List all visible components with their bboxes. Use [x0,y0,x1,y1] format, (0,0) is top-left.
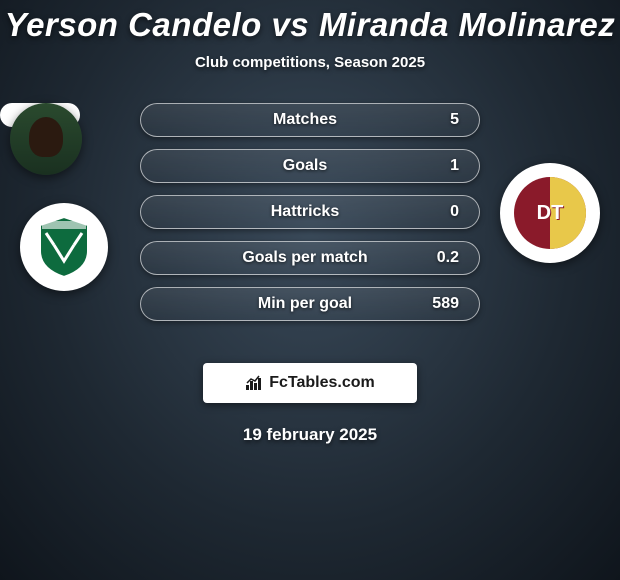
stat-row-goals: Goals 1 [140,149,480,183]
stat-row-mpg: Min per goal 589 [140,287,480,321]
atletico-nacional-shield-icon [36,215,92,279]
player-left-photo [10,103,82,175]
page-title: Yerson Candelo vs Miranda Molinarez [5,6,615,44]
stat-value-right: 0 [419,203,459,221]
stat-label: Goals [161,157,419,175]
stat-value-right: 5 [419,111,459,129]
date-text: 19 february 2025 [243,425,377,445]
stat-row-matches: Matches 5 [140,103,480,137]
stat-label: Matches [161,111,419,129]
chart-icon [245,375,263,391]
content-root: Yerson Candelo vs Miranda Molinarez Club… [0,0,620,580]
player-left-photo-bg [10,103,82,175]
stat-label: Min per goal [161,295,419,313]
attribution-text: FcTables.com [269,374,375,392]
club-left-logo [20,203,108,291]
stat-value-right: 1 [419,157,459,175]
stat-rows: Matches 5 Goals 1 Hattricks 0 Goals per … [140,103,480,321]
club-right-logo: DT [500,163,600,263]
stat-value-right: 0.2 [419,249,459,267]
stat-value-right: 589 [419,295,459,313]
stats-area: DT Matches 5 Goals 1 Hattricks 0 Goals p… [0,103,620,333]
stat-row-gpm: Goals per match 0.2 [140,241,480,275]
stat-label: Hattricks [161,203,419,221]
deportes-tolima-badge-icon: DT [514,177,586,249]
stat-row-hattricks: Hattricks 0 [140,195,480,229]
player-left-silhouette [29,117,63,157]
stat-label: Goals per match [161,249,419,267]
subtitle: Club competitions, Season 2025 [195,54,425,71]
attribution-badge: FcTables.com [203,363,417,403]
